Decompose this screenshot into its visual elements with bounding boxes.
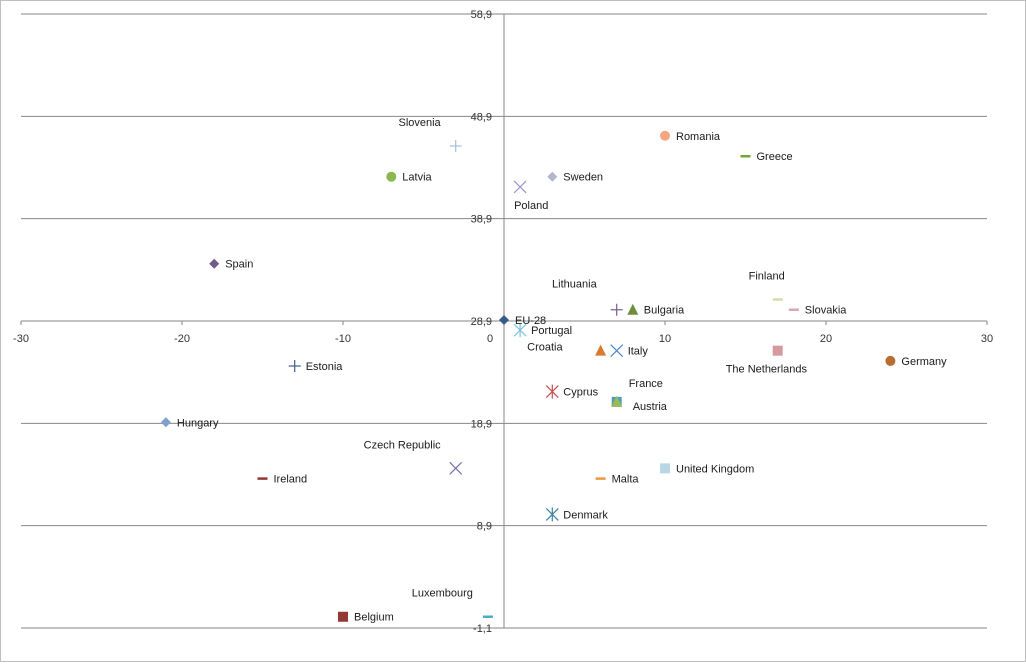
marker-czech-republic bbox=[449, 461, 463, 475]
label-hungary: Hungary bbox=[177, 417, 219, 429]
y-tick-label: 8,9 bbox=[477, 521, 492, 533]
tick-labels: -1,1 8,9 18,9 28,9 38,9 48,9 58,9 -30 -20 -10 0 10 2… bbox=[13, 9, 993, 635]
label-austria: Austria bbox=[633, 401, 668, 413]
label-belgium: Belgium bbox=[354, 612, 394, 624]
point-labels: Romania Greece Slovenia Latvia Sweden Poland S… bbox=[177, 117, 947, 624]
x-tick-label: -30 bbox=[13, 333, 29, 345]
marker-sweden bbox=[547, 171, 558, 182]
marker-poland bbox=[513, 180, 527, 194]
data-points bbox=[160, 130, 896, 622]
marker-slovenia bbox=[449, 140, 462, 153]
marker-portugal bbox=[513, 323, 527, 338]
label-czech-republic: Czech Republic bbox=[364, 439, 442, 451]
label-spain: Spain bbox=[225, 259, 253, 271]
label-slovakia: Slovakia bbox=[805, 305, 847, 317]
label-slovenia: Slovenia bbox=[398, 117, 441, 129]
label-croatia: Croatia bbox=[527, 342, 563, 354]
marker-austria bbox=[611, 395, 623, 407]
x-tick-label: 0 bbox=[487, 333, 493, 345]
label-italy: Italy bbox=[628, 346, 649, 358]
y-tick-label: 18,9 bbox=[471, 418, 492, 430]
label-eu-28: EU-28 bbox=[515, 315, 546, 327]
x-tick-label: 30 bbox=[981, 333, 993, 345]
label-ireland: Ireland bbox=[274, 474, 308, 486]
label-sweden: Sweden bbox=[563, 172, 603, 184]
marker-germany bbox=[885, 355, 896, 366]
label-poland: Poland bbox=[514, 200, 548, 212]
label-malta: Malta bbox=[612, 474, 640, 486]
y-tick-label: 58,9 bbox=[471, 9, 492, 21]
marker-romania bbox=[660, 130, 670, 141]
y-tick-label: 38,9 bbox=[471, 214, 492, 226]
label-bulgaria: Bulgaria bbox=[644, 305, 685, 317]
x-tick-label: -20 bbox=[174, 333, 190, 345]
marker-spain bbox=[209, 258, 220, 269]
marker-italy bbox=[610, 344, 624, 358]
marker-eu-28 bbox=[499, 314, 509, 325]
marker-hungary bbox=[160, 417, 171, 428]
marker-cyprus bbox=[545, 384, 559, 399]
label-united-kingdom: United Kingdom bbox=[676, 463, 754, 475]
x-tick-label: 10 bbox=[659, 333, 671, 345]
y-tick-label: 28,9 bbox=[471, 316, 492, 328]
x-tick-label: -10 bbox=[335, 333, 351, 345]
marker-latvia bbox=[386, 171, 397, 182]
label-cyprus: Cyprus bbox=[563, 387, 598, 399]
label-denmark: Denmark bbox=[563, 509, 608, 521]
label-romania: Romania bbox=[676, 131, 721, 143]
y-tick-label: 48,9 bbox=[471, 111, 492, 123]
marker-denmark bbox=[545, 507, 559, 522]
label-luxembourg: Luxembourg bbox=[412, 588, 473, 600]
marker-bulgaria bbox=[627, 303, 639, 315]
marker-lithuania bbox=[610, 303, 623, 316]
label-portugal: Portugal bbox=[531, 325, 572, 337]
marker-belgium bbox=[338, 611, 348, 622]
label-greece: Greece bbox=[757, 151, 793, 163]
label-finland: Finland bbox=[749, 271, 785, 283]
label-france: France bbox=[629, 378, 663, 390]
label-lithuania: Lithuania bbox=[552, 279, 598, 291]
label-estonia: Estonia bbox=[306, 361, 344, 373]
label-latvia: Latvia bbox=[402, 172, 432, 184]
x-tick-label: 20 bbox=[820, 333, 832, 345]
marker-united-kingdom bbox=[660, 463, 670, 474]
marker-croatia bbox=[595, 344, 607, 356]
label-the-netherlands: The Netherlands bbox=[726, 364, 808, 376]
y-tick-label: -1,1 bbox=[473, 623, 492, 635]
marker-estonia bbox=[288, 360, 301, 373]
marker-the-netherlands bbox=[772, 345, 783, 356]
label-germany: Germany bbox=[901, 356, 947, 368]
